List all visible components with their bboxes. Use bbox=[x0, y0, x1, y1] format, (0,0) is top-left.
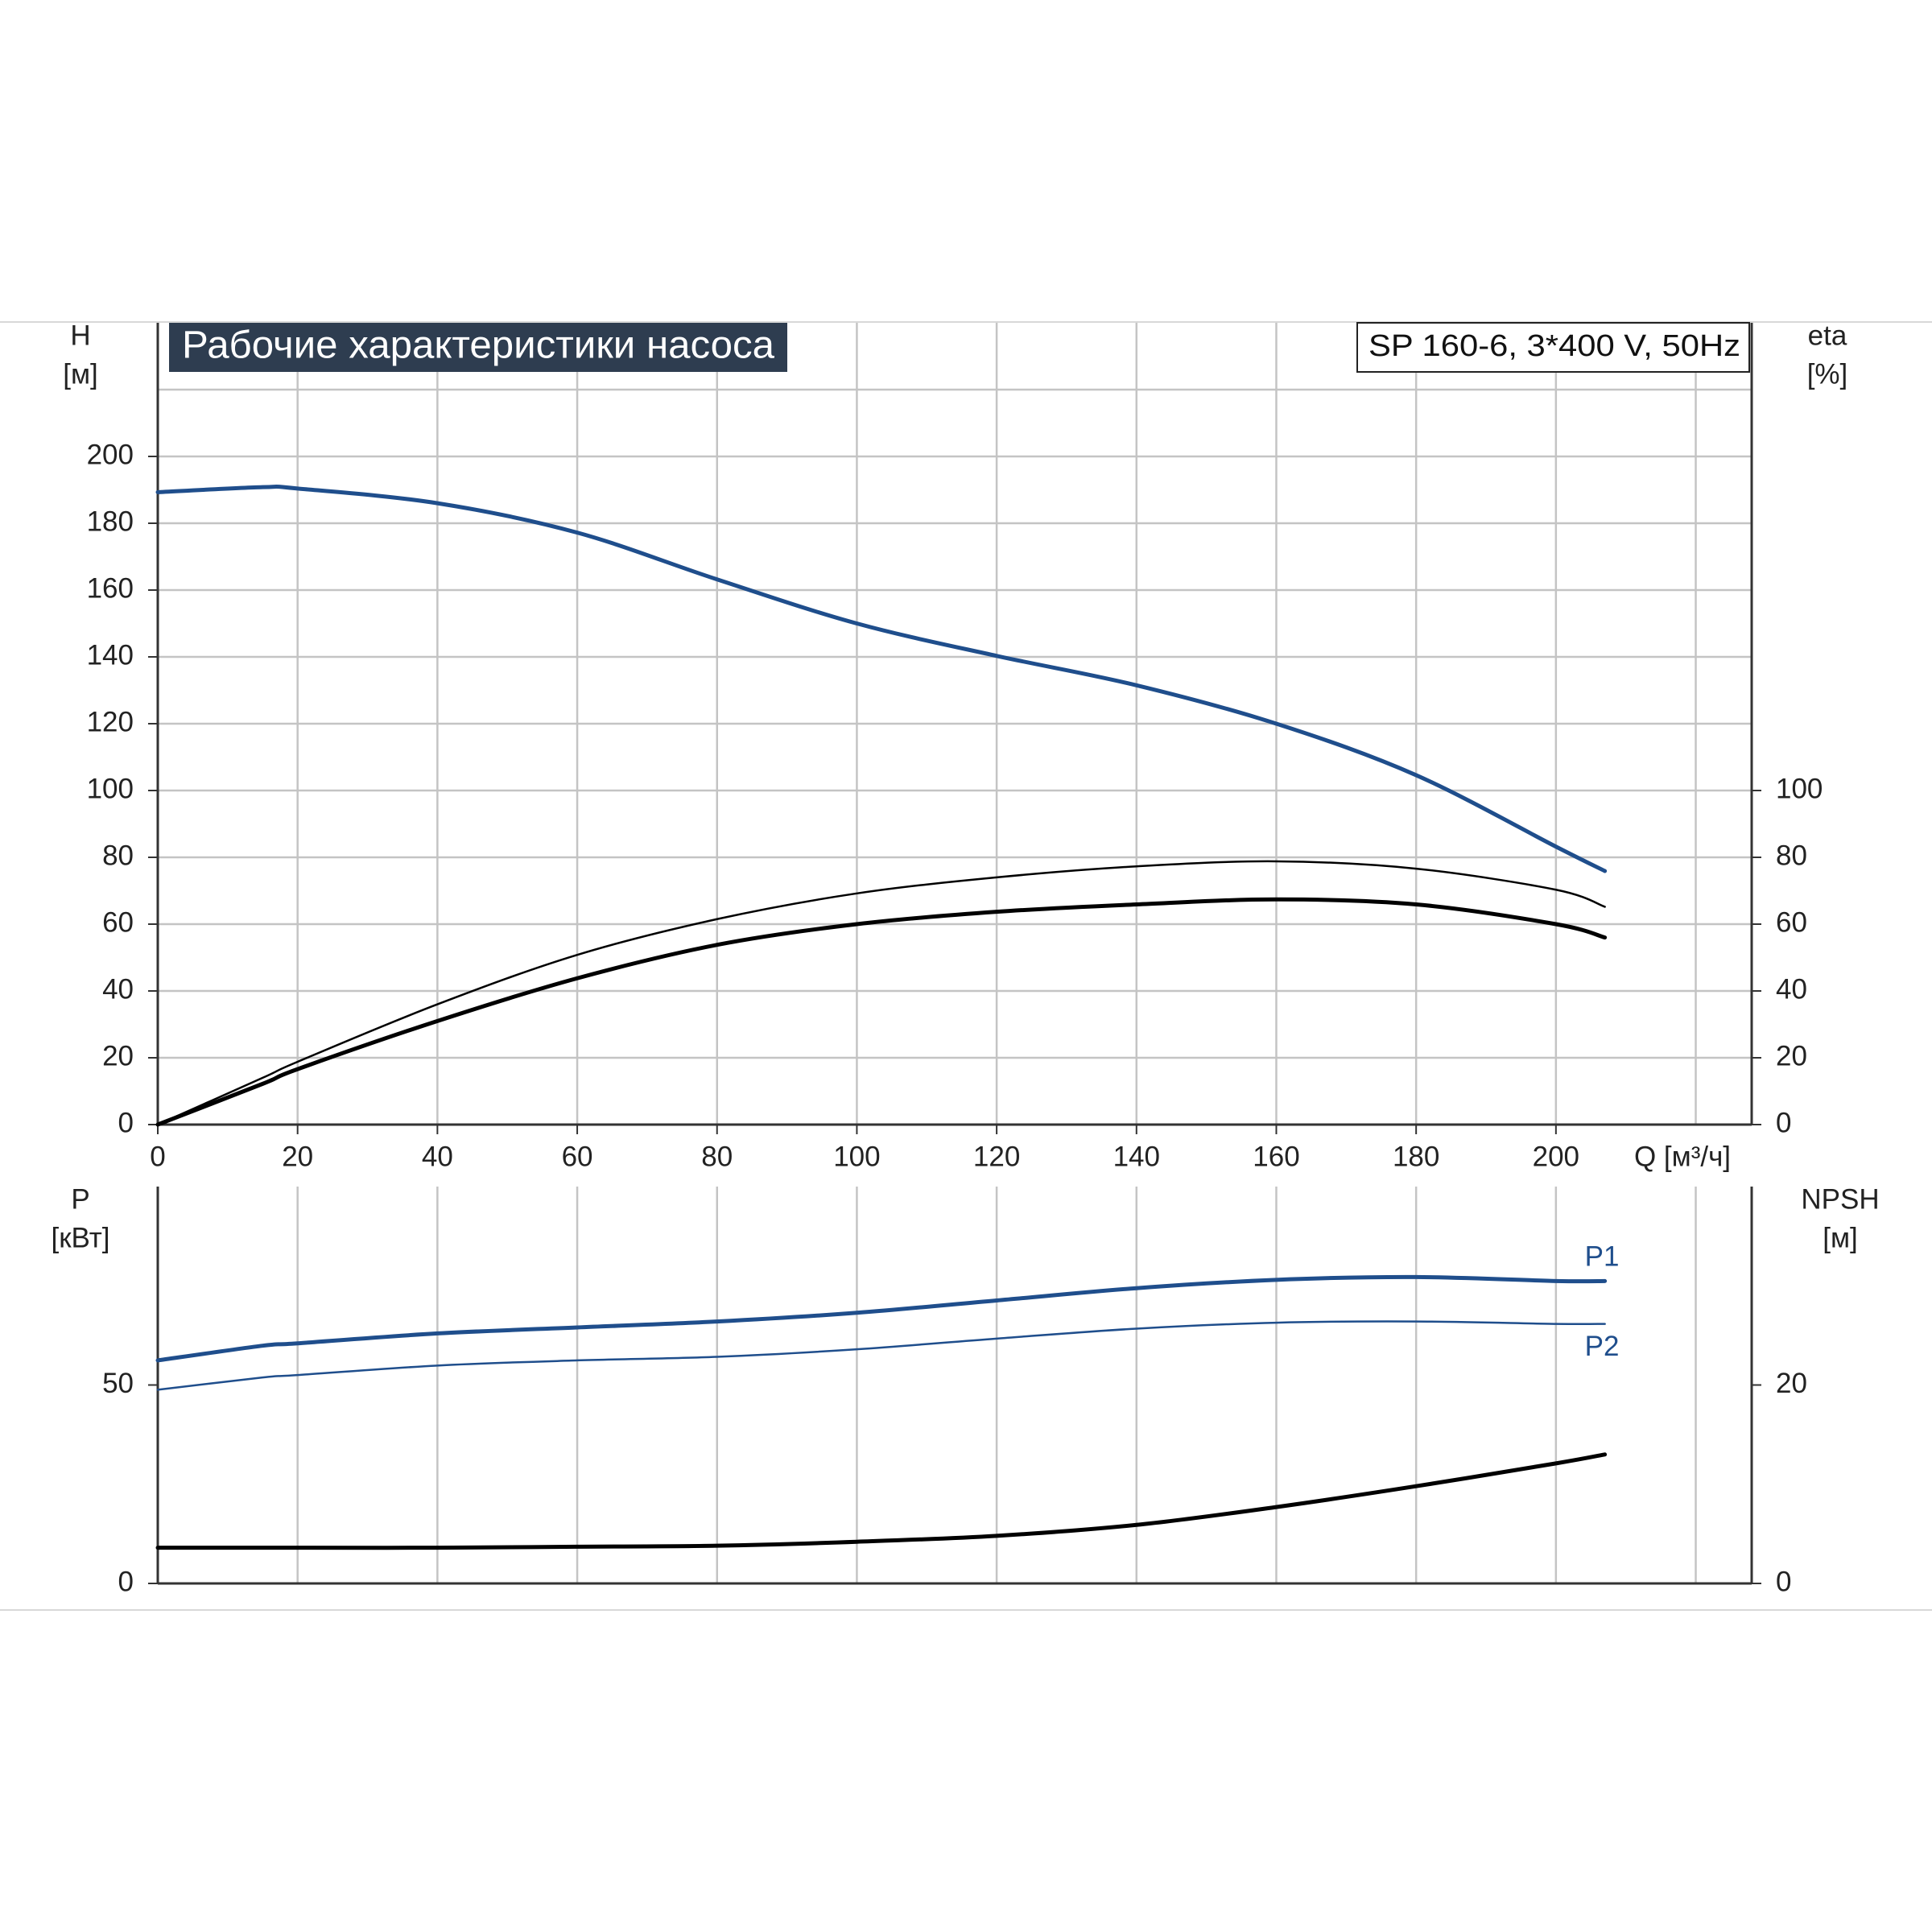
series-label: P2 bbox=[1585, 1331, 1620, 1362]
y-tick-label: 0 bbox=[118, 1107, 134, 1138]
chart-subtitle: SP 160-6, 3*400 V, 50Hz bbox=[1368, 329, 1740, 363]
y-tick-label: 160 bbox=[87, 572, 134, 604]
x-tick-label: 80 bbox=[701, 1141, 733, 1172]
subtitle-box bbox=[1356, 322, 1750, 373]
y2-tick-label: 60 bbox=[1776, 906, 1807, 938]
x-tick-label: 60 bbox=[562, 1141, 593, 1172]
plots: 0204060801001201401601802000204060801000… bbox=[52, 320, 1880, 1597]
y-tick-label: 0 bbox=[118, 1566, 134, 1597]
y2-tick-label: 80 bbox=[1776, 840, 1807, 871]
series-line bbox=[155, 897, 1608, 1127]
y-tick-label: 100 bbox=[87, 773, 134, 804]
y-axis-label: H bbox=[70, 320, 90, 351]
y-axis-unit: [м] bbox=[63, 358, 98, 390]
y-axis-label: P bbox=[71, 1183, 89, 1215]
x-tick-label: 140 bbox=[1113, 1141, 1160, 1172]
y2-axis-unit: [%] bbox=[1807, 358, 1848, 390]
x-tick-label: 160 bbox=[1253, 1141, 1299, 1172]
title-box bbox=[169, 323, 787, 372]
y2-tick-label: 20 bbox=[1776, 1368, 1807, 1399]
x-tick-label: 0 bbox=[150, 1141, 165, 1172]
series-line bbox=[155, 1452, 1608, 1550]
series-line bbox=[156, 860, 1606, 1126]
x-tick-label: 20 bbox=[282, 1141, 313, 1172]
y2-axis-label: NPSH bbox=[1801, 1183, 1879, 1215]
y2-tick-label: 100 bbox=[1776, 773, 1823, 804]
y-tick-label: 60 bbox=[102, 906, 134, 938]
x-tick-label: 100 bbox=[833, 1141, 880, 1172]
y2-tick-label: 0 bbox=[1776, 1107, 1791, 1138]
series-line bbox=[156, 1320, 1606, 1391]
series-line bbox=[155, 484, 1608, 873]
chart-title: Рабочие характеристики насоса bbox=[182, 324, 774, 367]
x-tick-label: 120 bbox=[973, 1141, 1020, 1172]
x-tick-label: 180 bbox=[1393, 1141, 1439, 1172]
series-label: P1 bbox=[1585, 1241, 1620, 1273]
y-tick-label: 80 bbox=[102, 840, 134, 871]
y2-tick-label: 0 bbox=[1776, 1566, 1791, 1597]
y-tick-label: 180 bbox=[87, 506, 134, 537]
y2-axis-label: eta bbox=[1808, 320, 1847, 351]
y-tick-label: 120 bbox=[87, 706, 134, 737]
y-tick-label: 40 bbox=[102, 973, 134, 1005]
y2-tick-label: 20 bbox=[1776, 1040, 1807, 1071]
y-tick-label: 200 bbox=[87, 439, 134, 470]
y-axis-unit: [кВт] bbox=[52, 1222, 110, 1253]
x-tick-label: 200 bbox=[1533, 1141, 1579, 1172]
x-tick-label: 40 bbox=[422, 1141, 453, 1172]
x-axis-label: Q [м³/ч] bbox=[1634, 1141, 1731, 1172]
y-tick-label: 140 bbox=[87, 639, 134, 671]
y-tick-label: 20 bbox=[102, 1040, 134, 1071]
y2-tick-label: 40 bbox=[1776, 973, 1807, 1005]
y2-axis-unit: [м] bbox=[1823, 1222, 1858, 1253]
y-tick-label: 50 bbox=[102, 1368, 134, 1399]
series-line bbox=[155, 1274, 1608, 1363]
